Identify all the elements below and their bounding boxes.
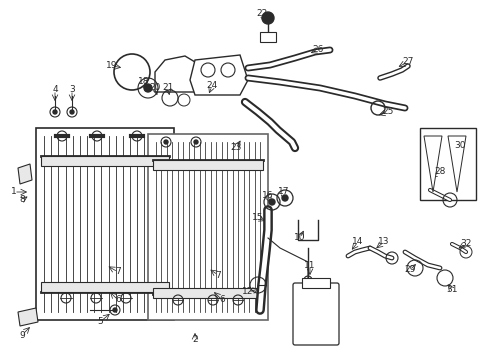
Text: 26: 26: [312, 45, 323, 54]
Text: 9: 9: [19, 330, 25, 339]
Text: 6: 6: [115, 296, 121, 305]
Bar: [36, 128, 174, 320]
Polygon shape: [153, 160, 263, 170]
Polygon shape: [41, 282, 169, 292]
Polygon shape: [447, 136, 465, 192]
Text: 13: 13: [378, 238, 389, 247]
Bar: [419, 128, 475, 200]
Text: 14: 14: [351, 238, 363, 247]
Text: 7: 7: [115, 267, 121, 276]
Text: 5: 5: [97, 318, 102, 327]
Text: 2: 2: [192, 336, 198, 345]
Polygon shape: [423, 136, 441, 192]
Circle shape: [70, 110, 74, 114]
Bar: [302, 278, 329, 288]
Text: 11: 11: [304, 261, 315, 270]
Circle shape: [262, 12, 273, 24]
Text: 10: 10: [294, 234, 305, 243]
Text: 4: 4: [52, 85, 58, 94]
Text: 21: 21: [162, 84, 173, 93]
Circle shape: [113, 308, 117, 312]
Circle shape: [163, 140, 168, 144]
Polygon shape: [190, 55, 247, 95]
Circle shape: [268, 199, 274, 205]
Text: 19: 19: [106, 62, 118, 71]
Polygon shape: [18, 164, 32, 184]
Polygon shape: [18, 308, 38, 326]
Circle shape: [194, 140, 198, 144]
Text: 20: 20: [149, 84, 161, 93]
Text: 7: 7: [215, 270, 221, 279]
Text: 30: 30: [453, 141, 465, 150]
Text: 3: 3: [69, 85, 75, 94]
Text: 27: 27: [402, 58, 413, 67]
Text: 32: 32: [459, 239, 471, 248]
Bar: [260, 32, 275, 42]
Text: 23: 23: [230, 144, 241, 153]
Circle shape: [143, 84, 152, 92]
Bar: [148, 134, 267, 320]
Polygon shape: [155, 56, 204, 92]
Circle shape: [53, 110, 57, 114]
FancyBboxPatch shape: [292, 283, 338, 345]
Text: 12: 12: [242, 288, 253, 297]
Text: 24: 24: [206, 81, 217, 90]
Polygon shape: [41, 156, 169, 166]
Text: 8: 8: [19, 195, 25, 204]
Text: 29: 29: [404, 266, 415, 274]
Polygon shape: [153, 288, 263, 298]
Text: 22: 22: [256, 9, 267, 18]
Text: 15: 15: [252, 213, 263, 222]
Text: 31: 31: [446, 285, 457, 294]
Text: 17: 17: [278, 188, 289, 197]
Text: 16: 16: [262, 192, 273, 201]
Text: 25: 25: [382, 108, 393, 117]
Text: 1: 1: [11, 188, 17, 197]
Circle shape: [282, 195, 287, 201]
Text: 18: 18: [138, 77, 149, 86]
Text: 6: 6: [219, 296, 224, 305]
Text: 28: 28: [433, 167, 445, 176]
